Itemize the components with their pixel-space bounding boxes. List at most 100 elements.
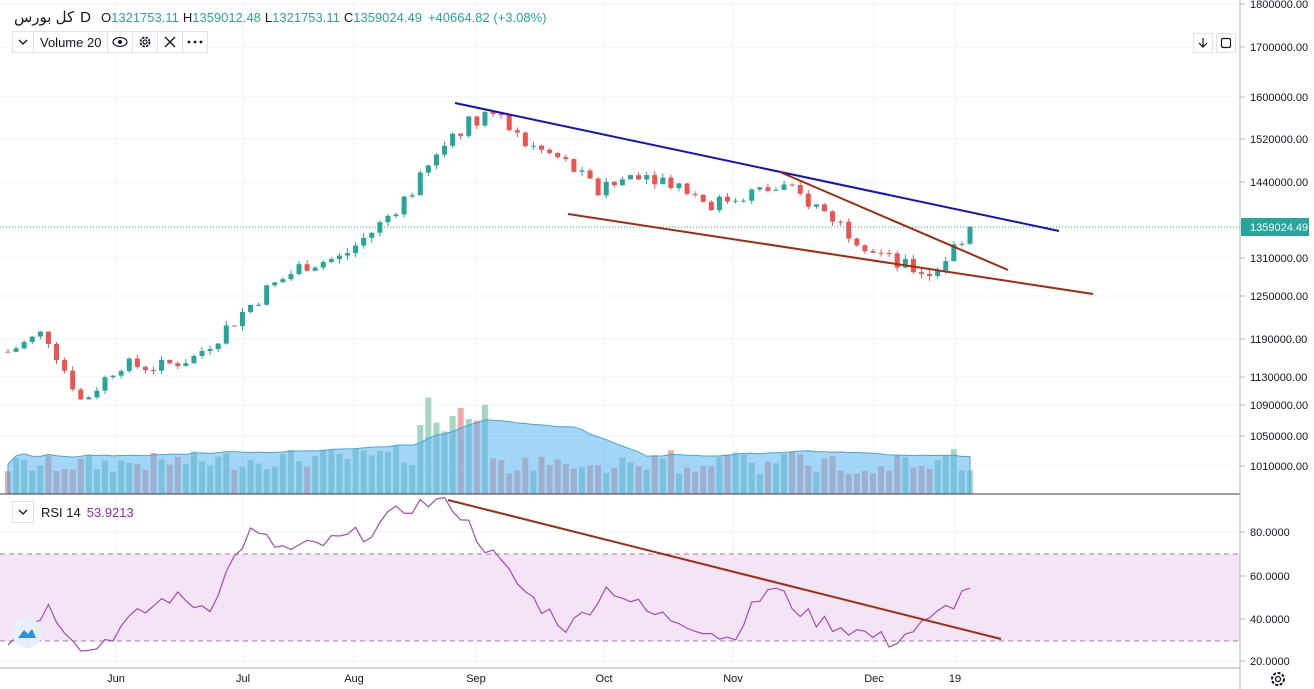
close-icon (164, 36, 176, 48)
candle-body (134, 358, 140, 367)
candle-body (587, 170, 593, 179)
rsi-tick: 60.0000 (1250, 571, 1290, 583)
rsi-tick: 20.0000 (1250, 656, 1290, 668)
candle-body (854, 238, 860, 246)
candle-body (821, 204, 827, 212)
time-tick: Jun (107, 673, 125, 685)
high-value: 1359012.48 (192, 9, 261, 25)
eye-icon (112, 36, 129, 48)
candle-body (506, 114, 512, 131)
volume-ma-area (7, 419, 971, 495)
candle-body (345, 253, 351, 256)
rsi-trendline[interactable] (447, 499, 1002, 640)
upper-trendline[interactable] (454, 102, 1060, 232)
candle-body (425, 165, 431, 173)
rsi-line (7, 496, 971, 652)
remove-button[interactable] (157, 31, 184, 53)
candle-body (595, 178, 601, 196)
candle-body (789, 184, 795, 186)
more-button[interactable] (182, 31, 209, 53)
candle-body (498, 113, 504, 115)
candle-body (5, 351, 11, 353)
candle-body (272, 282, 278, 286)
candle-body (54, 343, 60, 360)
price-tick: 1250000.00 (1250, 291, 1308, 303)
candle-body (304, 264, 310, 271)
candle-body (199, 350, 205, 356)
candle-body (910, 259, 916, 273)
rsi-label[interactable]: RSI 14 (41, 504, 81, 520)
candle-body (918, 272, 924, 274)
price-tick: 1520000.00 (1250, 134, 1308, 146)
symbol-name[interactable]: کل بورس (14, 9, 75, 26)
candle-body (571, 159, 577, 172)
series-legend: کل بورس D O 1321753.11 H 1359012.48 L 13217… (14, 8, 547, 27)
high-label: H (182, 9, 193, 25)
visibility-button[interactable] (107, 31, 134, 53)
candle-body (361, 237, 367, 246)
candle-body (514, 130, 520, 133)
price-tick: 1190000.00 (1250, 334, 1307, 346)
candle-body (442, 145, 448, 155)
tradingview-logo[interactable] (12, 618, 42, 648)
rsi-collapse-button[interactable] (12, 501, 34, 523)
candle-body (927, 273, 933, 276)
candle-body (474, 116, 480, 126)
open-label: O (101, 9, 112, 25)
low-value: 1321753.11 (272, 9, 340, 25)
candle-body (223, 325, 229, 344)
candle-body (280, 279, 286, 283)
candle-body (870, 251, 876, 253)
candle-body (579, 170, 585, 172)
rsi-value: 53.9213 (86, 504, 134, 520)
candle-body (951, 244, 957, 262)
candle-body (45, 331, 51, 344)
candle-body (215, 343, 221, 349)
candle-body (94, 390, 100, 398)
rsi-axis[interactable]: 80.0000 60.0000 40.0000 20.0000 (1240, 527, 1290, 668)
candles (5, 110, 973, 400)
time-tick: Sep (466, 673, 486, 685)
lower-trendline[interactable] (567, 213, 1094, 295)
scroll-down-button[interactable] (1193, 33, 1213, 53)
candle-body (943, 261, 949, 271)
candle-body (70, 370, 76, 390)
time-axis[interactable]: Jun Jul Aug Sep Oct Nov Dec 19 (107, 673, 961, 685)
candle-body (62, 359, 68, 371)
volume-study-label[interactable]: Volume 20 (33, 31, 109, 53)
candle-body (37, 331, 43, 337)
short-trendline[interactable] (779, 171, 1009, 271)
candle-body (619, 179, 625, 186)
candle-body (813, 204, 819, 207)
collapse-icon (18, 39, 28, 45)
candle-body (142, 366, 148, 371)
price-tick: 1440000.00 (1250, 177, 1308, 189)
candle-body (530, 145, 536, 147)
candle-body (959, 243, 965, 245)
interval-label[interactable]: D (80, 8, 91, 26)
fullscreen-button[interactable] (1216, 33, 1236, 53)
candle-body (159, 359, 165, 371)
candle-body (935, 270, 941, 276)
price-axis[interactable]: 1800000.00 1700000.00 1600000.00 1520000… (1240, 0, 1308, 473)
time-tick: Nov (723, 673, 743, 685)
candle-body (967, 227, 973, 244)
candle-body (239, 311, 245, 327)
settings-button[interactable] (132, 31, 159, 53)
rsi-study-toolbar: RSI 14 53.9213 (12, 501, 134, 523)
candle-body (353, 245, 359, 254)
candle-body (29, 336, 35, 343)
price-tick: 1800000.00 (1250, 0, 1308, 11)
candle-body (110, 375, 116, 378)
collapse-button[interactable] (12, 31, 34, 53)
candle-body (692, 193, 698, 195)
candle-body (377, 222, 383, 233)
candle-body (862, 245, 868, 252)
candle-body (490, 112, 496, 114)
settings-icon[interactable] (1268, 669, 1288, 689)
price-tick: 1090000.00 (1250, 400, 1308, 412)
candle-body (288, 274, 294, 280)
price-tick: 1600000.00 (1250, 92, 1308, 104)
candle-body (409, 195, 415, 197)
